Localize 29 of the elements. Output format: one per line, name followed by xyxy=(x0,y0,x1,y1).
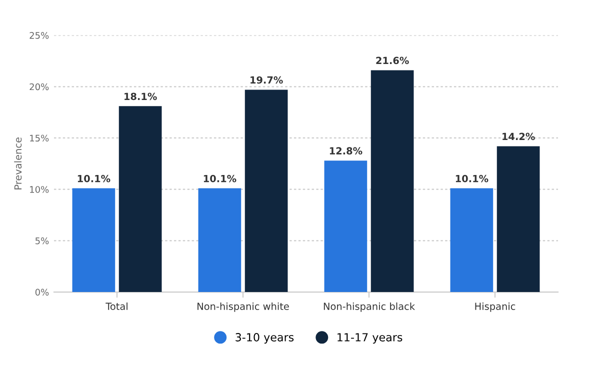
y-tick-label: 0% xyxy=(35,288,49,296)
data-label: 14.2% xyxy=(502,132,535,140)
bar xyxy=(324,160,368,292)
data-label: 10.1% xyxy=(456,174,488,182)
x-tick-label: Non-hispanic white xyxy=(198,302,289,312)
bar xyxy=(118,106,162,292)
x-tick-label: Non-hispanic black xyxy=(324,302,415,312)
y-axis-title: Prevalence xyxy=(14,138,22,190)
data-label: 21.6% xyxy=(376,56,409,64)
bar xyxy=(370,70,414,292)
bar xyxy=(198,188,242,292)
x-tick-label: Hispanic xyxy=(475,302,516,312)
x-tick-label: Total xyxy=(106,302,128,310)
data-label: 10.1% xyxy=(78,174,110,182)
y-tick-label: 5% xyxy=(36,237,49,244)
y-tick-label: 10% xyxy=(30,186,49,193)
data-label: 10.1% xyxy=(204,174,236,182)
y-tick-label: 25% xyxy=(30,32,49,39)
legend-label: 11-17 years xyxy=(338,333,402,344)
bar xyxy=(72,188,116,292)
data-label: 12.8% xyxy=(330,147,362,155)
bar xyxy=(450,188,494,292)
y-tick-label: 20% xyxy=(30,83,49,90)
data-label: 18.1% xyxy=(124,92,157,100)
legend-label: 3-10 years xyxy=(236,333,294,344)
y-tick-label: 15% xyxy=(30,134,49,142)
data-label: 19.7% xyxy=(250,76,283,84)
bar xyxy=(244,90,288,292)
bar xyxy=(496,146,540,292)
